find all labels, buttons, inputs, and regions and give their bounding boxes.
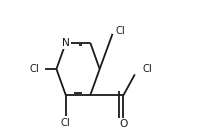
Text: Cl: Cl	[115, 26, 125, 36]
Text: Cl: Cl	[61, 118, 71, 128]
Text: O: O	[119, 119, 128, 129]
Text: Cl: Cl	[29, 64, 39, 74]
Text: N: N	[62, 38, 70, 48]
Text: Cl: Cl	[142, 64, 152, 74]
